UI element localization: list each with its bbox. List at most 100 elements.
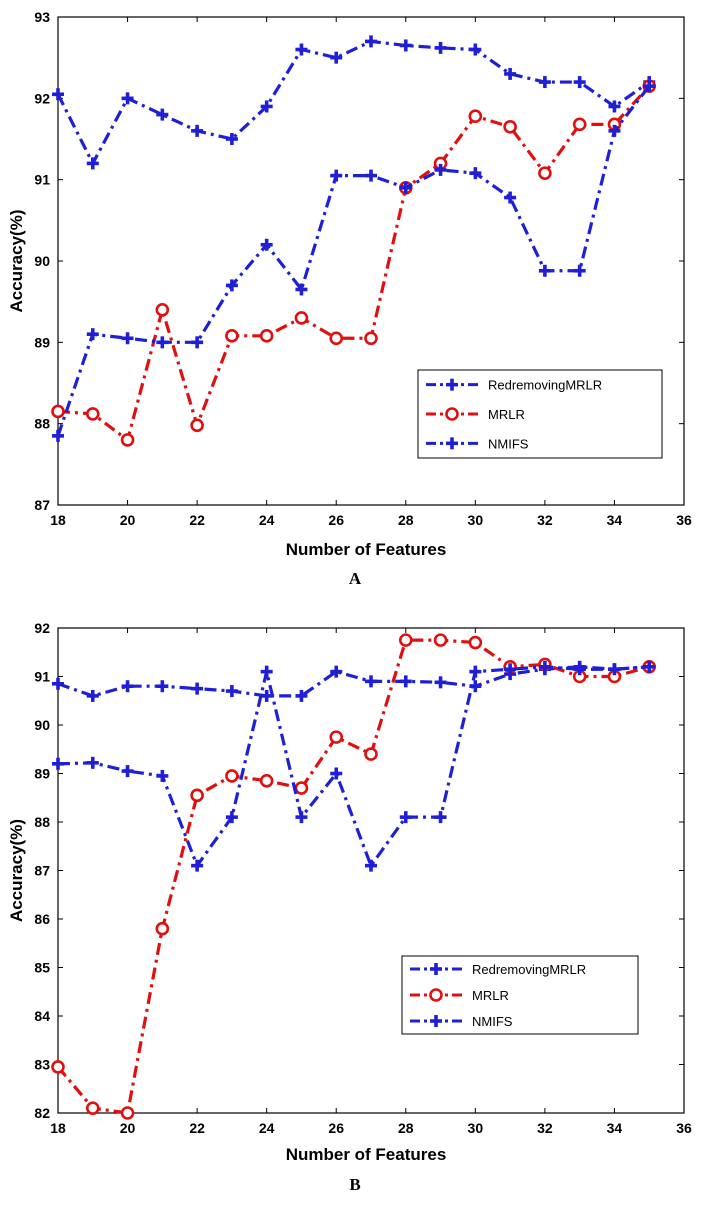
y-tick-label: 90 xyxy=(34,717,50,733)
x-axis-title: Number of Features xyxy=(286,540,447,559)
data-point xyxy=(572,117,587,132)
data-point xyxy=(468,635,483,650)
series-line-nmifs xyxy=(57,665,650,868)
data-point xyxy=(295,811,308,824)
panel-label: B xyxy=(349,1175,360,1194)
data-point xyxy=(434,41,447,54)
data-point xyxy=(86,756,99,769)
data-point xyxy=(191,336,204,349)
data-point xyxy=(398,633,413,647)
data-point xyxy=(330,51,343,64)
data-point xyxy=(259,329,274,343)
data-point xyxy=(365,169,377,182)
data-point xyxy=(503,120,517,134)
data-point xyxy=(191,682,204,695)
legend-marker xyxy=(445,407,459,421)
y-tick-label: 91 xyxy=(34,669,50,685)
panel-a: 18 20 22 24 26 28 30 32 34 36 87 88 89 90 91 92 93 Numbe… xyxy=(7,9,692,588)
legend-marker-shape xyxy=(446,437,458,450)
data-point xyxy=(191,124,204,137)
legend-marker xyxy=(446,437,458,450)
data-point xyxy=(608,100,621,113)
legend-marker-shape xyxy=(446,378,458,391)
x-tick-label: 20 xyxy=(120,512,136,528)
x-tick-label: 32 xyxy=(537,1120,553,1136)
data-point xyxy=(643,660,656,673)
data-point xyxy=(329,730,344,744)
legend-marker xyxy=(430,1015,442,1027)
y-tick-label: 87 xyxy=(34,863,50,879)
data-point xyxy=(156,769,169,782)
x-tick-label: 22 xyxy=(189,1120,205,1136)
data-point xyxy=(260,238,273,251)
data-point xyxy=(155,302,170,317)
data-point xyxy=(643,80,656,93)
data-point xyxy=(156,336,169,349)
series-line-mrlr xyxy=(57,85,651,442)
data-point xyxy=(121,680,134,693)
y-tick-label: 88 xyxy=(34,416,50,432)
data-point xyxy=(120,1106,135,1120)
data-point xyxy=(120,433,135,447)
legend-label: MRLR xyxy=(488,407,525,422)
data-point xyxy=(225,329,239,343)
series-layer xyxy=(51,633,657,1120)
series-line-redremovingmrlr xyxy=(56,39,651,165)
x-tick-label: 20 xyxy=(120,1120,136,1136)
data-point xyxy=(504,191,517,204)
legend: RedremovingMRLR MRLR NMIFS xyxy=(401,955,639,1035)
data-point xyxy=(225,133,238,145)
legend-label: NMIFS xyxy=(488,436,529,451)
y-tick-label: 93 xyxy=(34,9,50,25)
data-point xyxy=(538,166,552,180)
data-point xyxy=(295,43,308,56)
data-point xyxy=(365,859,377,872)
y-tick-label: 92 xyxy=(34,620,50,636)
legend-marker xyxy=(429,988,443,1002)
data-point xyxy=(365,35,377,48)
y-tick-label: 89 xyxy=(34,334,50,350)
x-tick-label: 26 xyxy=(328,1120,344,1136)
data-point xyxy=(330,169,343,182)
data-point xyxy=(86,689,99,702)
data-point xyxy=(52,88,64,101)
y-tick-label: 90 xyxy=(34,253,50,269)
data-point xyxy=(225,769,239,783)
data-point xyxy=(468,109,483,124)
data-point xyxy=(434,163,447,176)
data-point xyxy=(434,676,447,689)
data-point xyxy=(121,332,134,345)
data-point xyxy=(399,675,412,688)
legend-entry-redremovingmrlr: RedremovingMRLR xyxy=(410,962,586,977)
data-point xyxy=(538,76,551,89)
tick-layer: 18 20 22 24 26 28 30 32 34 36 82 83 84 85 86 87 88 89 90 91… xyxy=(34,620,692,1136)
y-tick-label: 89 xyxy=(34,766,50,782)
data-point xyxy=(260,100,273,113)
data-point xyxy=(573,264,586,277)
data-point xyxy=(538,264,551,277)
data-point xyxy=(190,788,204,803)
y-axis-title: Accuracy(%) xyxy=(7,210,26,313)
x-tick-label: 24 xyxy=(259,512,275,528)
legend-marker-shape xyxy=(430,1015,442,1027)
data-point xyxy=(469,167,482,180)
y-tick-label: 84 xyxy=(34,1008,50,1024)
y-tick-label: 86 xyxy=(34,911,50,927)
panel-b: 18 20 22 24 26 28 30 32 34 36 82 83 84 85 86 87 88 89 90 91… xyxy=(7,620,692,1194)
y-tick-label: 88 xyxy=(34,814,50,830)
data-point xyxy=(259,773,274,788)
data-point xyxy=(121,765,134,778)
data-point xyxy=(329,331,344,346)
legend-entry-mrlr: MRLR xyxy=(426,407,525,422)
data-point xyxy=(225,279,238,292)
legend-entry-mrlr: MRLR xyxy=(410,988,509,1003)
data-point xyxy=(399,811,412,824)
data-point xyxy=(399,181,412,194)
data-point xyxy=(538,660,551,673)
y-tick-label: 85 xyxy=(34,960,50,976)
x-tick-label: 32 xyxy=(537,512,553,528)
data-point xyxy=(191,859,204,872)
x-tick-label: 30 xyxy=(468,1120,484,1136)
data-point xyxy=(469,43,482,56)
